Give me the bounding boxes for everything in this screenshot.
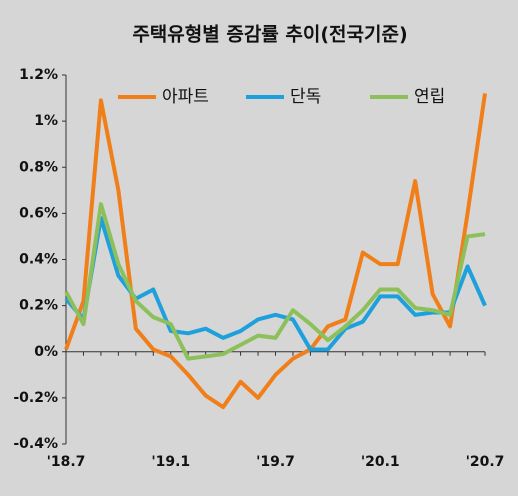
y-tick-label: 0% [34, 344, 58, 360]
y-tick-label: 0.4% [19, 252, 58, 268]
y-tick-label: 1.2% [19, 67, 58, 83]
series-line [64, 202, 486, 361]
series-line [64, 93, 487, 410]
legend-label: 단독 [290, 87, 321, 107]
legend-label: 연립 [414, 87, 445, 107]
x-tick-label: '18.7 [47, 454, 86, 470]
x-tick-label: '19.1 [151, 454, 190, 470]
y-tick-label: 1% [34, 113, 58, 129]
chart-title: 주택유형별 증감률 추이(전국기준) [132, 24, 407, 46]
legend-label: 아파트 [162, 87, 209, 107]
y-tick-label: 0.6% [19, 205, 58, 221]
y-tick-label: -0.4% [13, 436, 58, 452]
y-tick-label: 0.2% [19, 298, 58, 314]
x-tick-label: '19.7 [256, 454, 295, 470]
x-tick-label: '20.7 [466, 454, 505, 470]
y-tick-label: 0.8% [19, 159, 58, 175]
x-tick-label: '20.1 [361, 454, 400, 470]
y-tick-label: -0.2% [13, 390, 58, 406]
